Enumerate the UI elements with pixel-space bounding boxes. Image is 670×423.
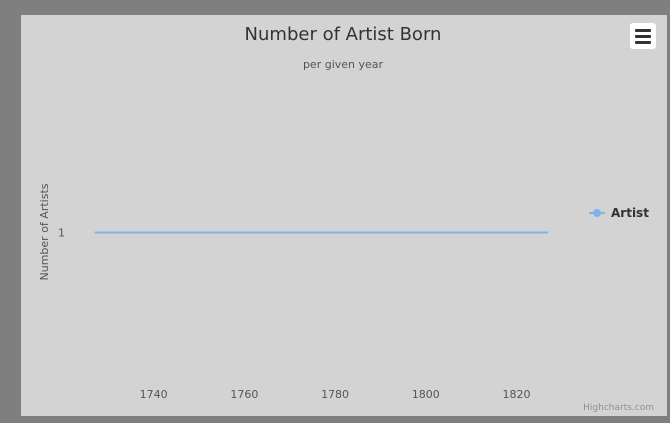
- chart-title: Number of Artist Born: [245, 24, 442, 45]
- menu-bar: [635, 34, 651, 38]
- x-tick-label: 1800: [412, 388, 440, 401]
- menu-bar: [635, 28, 651, 32]
- hamburger-menu-icon[interactable]: [630, 23, 656, 49]
- line-chart: Number of Artist Born per given year Num…: [38, 24, 654, 413]
- y-tick-label: 1: [58, 227, 65, 240]
- x-tick-label: 1820: [503, 388, 531, 401]
- chart-container: Number of Artist Born per given year Num…: [21, 15, 667, 416]
- x-tick-label: 1760: [230, 388, 258, 401]
- y-axis-title: Number of Artists: [38, 183, 51, 280]
- legend-item-artist[interactable]: Artist: [589, 206, 649, 220]
- x-axis-ticks: 1740 1760 1780 1800 1820: [140, 388, 531, 401]
- x-tick-label: 1740: [140, 388, 168, 401]
- menu-bar: [635, 40, 651, 44]
- chart-subtitle: per given year: [303, 58, 384, 71]
- legend-marker: [593, 209, 601, 217]
- credits-link[interactable]: Highcharts.com: [583, 403, 654, 413]
- x-tick-label: 1780: [321, 388, 349, 401]
- y-axis-ticks: 1: [58, 227, 65, 240]
- legend-label: Artist: [611, 206, 649, 220]
